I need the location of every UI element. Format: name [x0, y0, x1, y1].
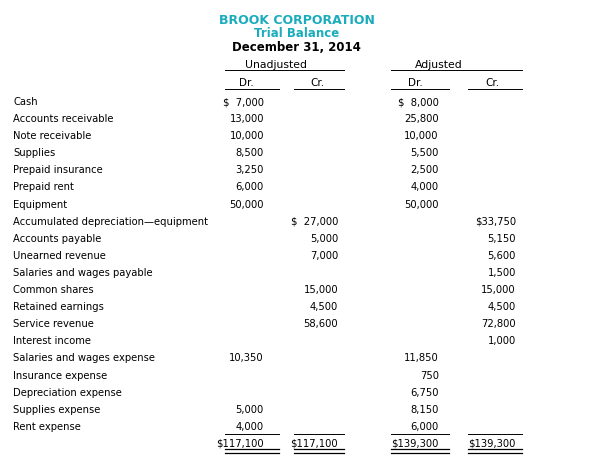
Text: 15,000: 15,000 [304, 285, 338, 295]
Text: $  8,000: $ 8,000 [398, 97, 439, 107]
Text: Adjusted: Adjusted [415, 60, 463, 70]
Text: 10,000: 10,000 [229, 131, 264, 141]
Text: 8,150: 8,150 [410, 405, 439, 415]
Text: $139,300: $139,300 [391, 439, 439, 449]
Text: Accumulated depreciation—equipment: Accumulated depreciation—equipment [13, 217, 208, 227]
Text: Accounts receivable: Accounts receivable [13, 114, 113, 124]
Text: $  27,000: $ 27,000 [291, 217, 338, 227]
Text: Accounts payable: Accounts payable [13, 234, 101, 244]
Text: Unearned revenue: Unearned revenue [13, 251, 106, 261]
Text: 7,000: 7,000 [310, 251, 338, 261]
Text: 4,000: 4,000 [411, 182, 439, 193]
Text: 6,000: 6,000 [235, 182, 264, 193]
Text: $117,100: $117,100 [291, 439, 338, 449]
Text: Salaries and wages payable: Salaries and wages payable [13, 268, 152, 278]
Text: Dr.: Dr. [408, 78, 422, 88]
Text: $33,750: $33,750 [475, 217, 516, 227]
Text: Equipment: Equipment [13, 200, 67, 210]
Text: Salaries and wages expense: Salaries and wages expense [13, 353, 155, 364]
Text: 2,500: 2,500 [410, 165, 439, 176]
Text: 5,000: 5,000 [235, 405, 264, 415]
Text: 72,800: 72,800 [482, 319, 516, 329]
Text: Rent expense: Rent expense [13, 422, 81, 432]
Text: Depreciation expense: Depreciation expense [13, 388, 122, 398]
Text: 5,000: 5,000 [310, 234, 338, 244]
Text: 4,500: 4,500 [487, 302, 516, 312]
Text: 3,250: 3,250 [235, 165, 264, 176]
Text: Note receivable: Note receivable [13, 131, 91, 141]
Text: Cash: Cash [13, 97, 38, 107]
Text: 6,000: 6,000 [410, 422, 439, 432]
Text: BROOK CORPORATION: BROOK CORPORATION [219, 14, 374, 27]
Text: 6,750: 6,750 [410, 388, 439, 398]
Text: 8,500: 8,500 [235, 148, 264, 158]
Text: 5,600: 5,600 [487, 251, 516, 261]
Text: $  7,000: $ 7,000 [223, 97, 264, 107]
Text: December 31, 2014: December 31, 2014 [232, 41, 361, 54]
Text: Supplies expense: Supplies expense [13, 405, 100, 415]
Text: 58,600: 58,600 [304, 319, 338, 329]
Text: Prepaid insurance: Prepaid insurance [13, 165, 103, 176]
Text: 50,000: 50,000 [229, 200, 264, 210]
Text: 50,000: 50,000 [404, 200, 439, 210]
Text: $117,100: $117,100 [216, 439, 264, 449]
Text: 4,500: 4,500 [310, 302, 338, 312]
Text: Service revenue: Service revenue [13, 319, 94, 329]
Text: 1,500: 1,500 [487, 268, 516, 278]
Text: Common shares: Common shares [13, 285, 94, 295]
Text: Prepaid rent: Prepaid rent [13, 182, 74, 193]
Text: 15,000: 15,000 [482, 285, 516, 295]
Text: 4,000: 4,000 [236, 422, 264, 432]
Text: 1,000: 1,000 [487, 336, 516, 346]
Text: Cr.: Cr. [310, 78, 324, 88]
Text: 10,350: 10,350 [229, 353, 264, 364]
Text: 13,000: 13,000 [229, 114, 264, 124]
Text: Unadjusted: Unadjusted [245, 60, 307, 70]
Text: 5,500: 5,500 [410, 148, 439, 158]
Text: Cr.: Cr. [485, 78, 499, 88]
Text: 750: 750 [420, 371, 439, 381]
Text: $139,300: $139,300 [468, 439, 516, 449]
Text: 5,150: 5,150 [487, 234, 516, 244]
Text: Trial Balance: Trial Balance [254, 27, 339, 40]
Text: Dr.: Dr. [239, 78, 253, 88]
Text: Interest income: Interest income [13, 336, 91, 346]
Text: 25,800: 25,800 [404, 114, 439, 124]
Text: 11,850: 11,850 [404, 353, 439, 364]
Text: Insurance expense: Insurance expense [13, 371, 107, 381]
Text: Retained earnings: Retained earnings [13, 302, 104, 312]
Text: 10,000: 10,000 [404, 131, 439, 141]
Text: Supplies: Supplies [13, 148, 55, 158]
